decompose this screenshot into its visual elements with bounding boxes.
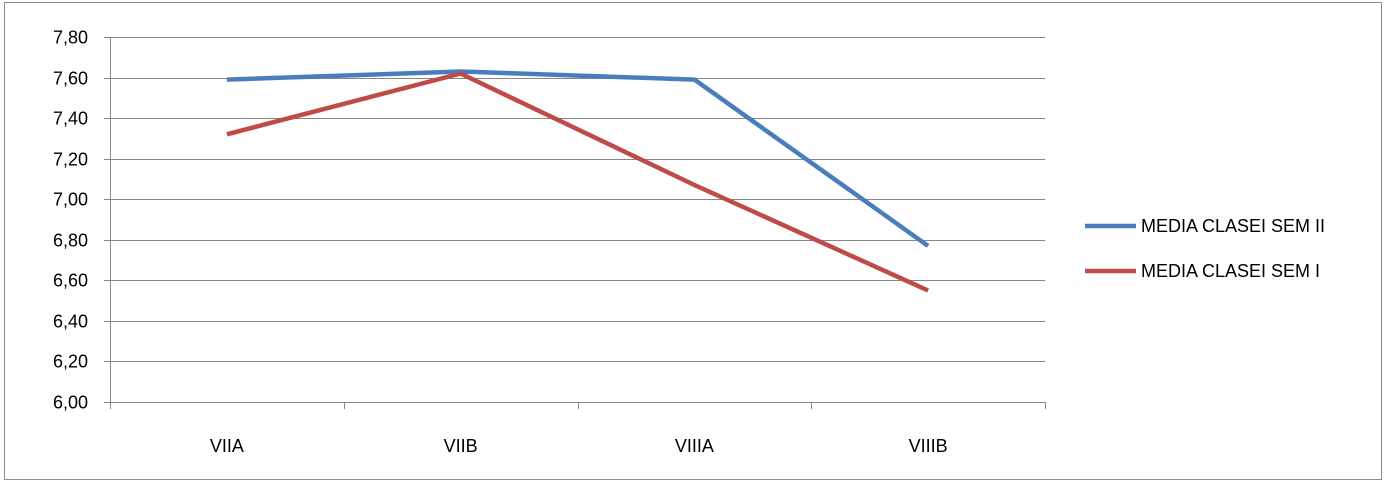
series-line-1 — [226, 69, 930, 248]
x-tick-label: VIIA — [210, 436, 244, 456]
y-tick-label: 6,00 — [53, 393, 88, 413]
legend: MEDIA CLASEI SEM II MEDIA CLASEI SEM I — [1085, 216, 1325, 281]
axes: 6,00 6,20 6,40 6,60 6,80 7,00 7,20 7,40 7,60 7,80… — [53, 28, 1046, 456]
y-tick-label: 7,20 — [53, 150, 88, 170]
y-tick-label: 7,00 — [53, 190, 88, 210]
y-tick-label: 7,60 — [53, 69, 88, 89]
legend-label: MEDIA CLASEI SEM I — [1141, 261, 1320, 281]
y-tick-label: 6,40 — [53, 312, 88, 332]
series-lines — [226, 69, 930, 293]
y-tick-label: 7,80 — [53, 28, 88, 48]
x-tick-label: VIIB — [444, 436, 478, 456]
y-tick-label: 6,20 — [53, 352, 88, 372]
gridlines — [104, 37, 1045, 403]
y-tick-label: 6,60 — [53, 271, 88, 291]
y-tick-label: 7,40 — [53, 109, 88, 129]
series-line-2 — [226, 71, 930, 293]
x-tick-label: VIIIA — [675, 436, 714, 456]
x-tick-label: VIIIB — [909, 436, 948, 456]
y-tick-label: 6,80 — [53, 231, 88, 251]
legend-label: MEDIA CLASEI SEM II — [1141, 216, 1325, 236]
